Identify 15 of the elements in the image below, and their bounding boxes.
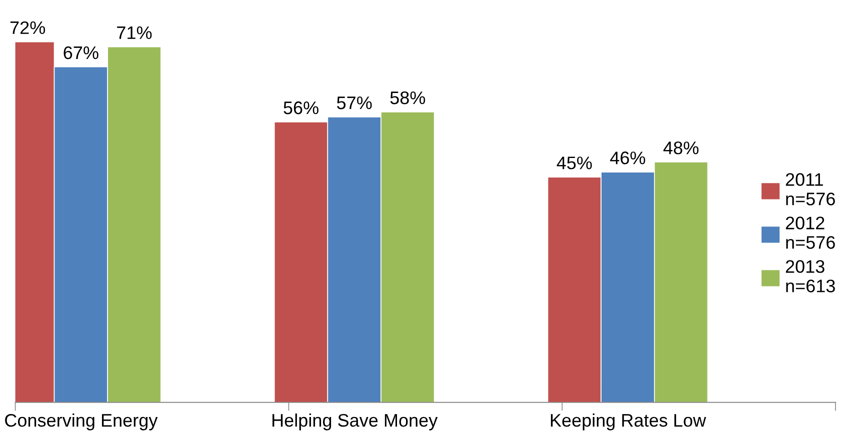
data-label: 48%: [663, 141, 698, 154]
data-label: 45%: [556, 156, 592, 170]
data-label: 72%: [10, 21, 46, 34]
x-tick-label: Keeping Rates Low: [550, 413, 706, 430]
data-label: 67%: [64, 46, 98, 60]
data-label: 56%: [284, 101, 318, 114]
legend-label: 2013 n=613: [786, 260, 835, 292]
data-label: 46%: [610, 152, 646, 164]
data-label: 57%: [336, 96, 372, 110]
legend-label: 2011 n=576: [786, 173, 835, 206]
data-label: 58%: [390, 91, 426, 104]
x-tick-label: Conserving Energy: [5, 413, 158, 430]
legend-label: 2012 n=576: [786, 216, 835, 249]
data-label: 71%: [117, 26, 152, 40]
x-tick-label: Helping Save Money: [272, 413, 438, 430]
